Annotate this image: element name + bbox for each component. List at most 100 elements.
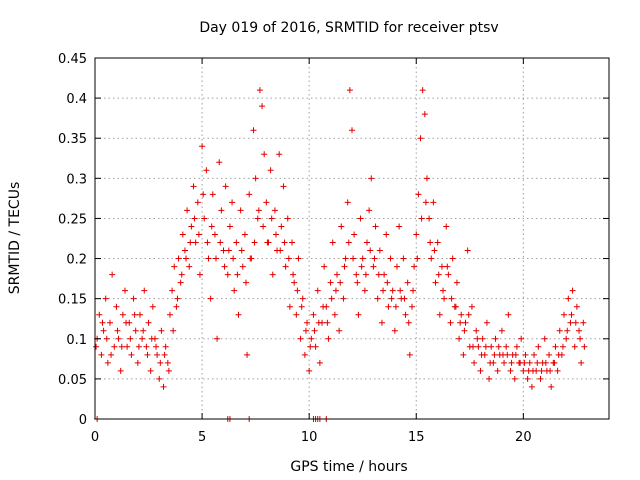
data-point (487, 359, 494, 366)
data-point (547, 367, 554, 374)
data-point (508, 359, 515, 366)
data-point (345, 239, 352, 246)
data-point (321, 263, 328, 270)
data-point (434, 239, 441, 246)
data-point (186, 263, 193, 270)
data-point (156, 375, 163, 382)
data-point (576, 327, 583, 334)
data-point (231, 287, 238, 294)
data-point (289, 239, 296, 246)
data-point (332, 287, 339, 294)
y-axis-label: SRMTID / TECUs (7, 182, 23, 295)
data-point (504, 351, 511, 358)
data-point (192, 239, 199, 246)
data-point (235, 311, 242, 318)
data-point (160, 383, 167, 390)
data-point (294, 287, 301, 294)
data-point (108, 351, 115, 358)
y-tick-label: 0.3 (66, 172, 87, 187)
data-point (349, 127, 355, 134)
data-point (457, 319, 464, 326)
data-point (414, 255, 421, 262)
data-point (252, 175, 259, 182)
data-point (483, 319, 490, 326)
data-point (567, 319, 574, 326)
data-point (230, 255, 237, 262)
data-point (196, 271, 203, 278)
data-point (267, 167, 274, 174)
data-point (501, 359, 508, 366)
data-point (136, 311, 143, 318)
data-point (162, 343, 169, 350)
data-point (103, 335, 110, 342)
data-point (548, 383, 555, 390)
data-point (573, 303, 580, 310)
data-point (479, 335, 486, 342)
data-point (418, 215, 425, 222)
data-point (123, 319, 130, 326)
x-tick-label: 0 (91, 430, 99, 445)
data-point (256, 87, 263, 94)
data-point (157, 359, 164, 366)
data-point (187, 239, 194, 246)
data-point (205, 255, 212, 262)
data-point (354, 279, 361, 286)
data-point (134, 359, 141, 366)
data-point (127, 335, 134, 342)
data-point (388, 295, 395, 302)
data-point (422, 199, 429, 206)
data-point (161, 351, 168, 358)
data-point (397, 287, 404, 294)
data-point (327, 279, 334, 286)
data-point (564, 327, 571, 334)
data-point (177, 279, 184, 286)
data-point (204, 239, 211, 246)
data-point (191, 215, 198, 222)
data-point (188, 223, 195, 230)
x-tick-label: 15 (408, 430, 425, 445)
data-point (149, 303, 156, 310)
y-tick-label: 0.15 (58, 293, 87, 308)
data-point (520, 367, 527, 374)
data-point (109, 271, 116, 278)
data-point (370, 263, 377, 270)
data-point (147, 367, 154, 374)
data-point (171, 263, 178, 270)
data-point (222, 183, 229, 190)
data-point (378, 319, 385, 326)
data-point (478, 351, 485, 358)
y-tick-label: 0.05 (58, 373, 87, 388)
data-point (359, 255, 366, 262)
data-point (411, 263, 418, 270)
data-point (580, 319, 587, 326)
data-point (153, 343, 160, 350)
data-point (99, 319, 106, 326)
data-point (203, 167, 210, 174)
data-point (534, 359, 541, 366)
data-point (255, 207, 262, 214)
data-point (299, 295, 306, 302)
data-point (261, 151, 268, 158)
plot-frame (94, 57, 610, 420)
data-point (546, 351, 553, 358)
data-point (242, 279, 249, 286)
grid-lines (95, 58, 609, 419)
data-point (315, 319, 322, 326)
data-point (100, 327, 107, 334)
data-point (441, 295, 448, 302)
data-point (366, 207, 373, 214)
data-point (367, 247, 374, 254)
x-axis-label: GPS time / hours (290, 459, 407, 475)
data-point (391, 327, 398, 334)
data-point (218, 207, 225, 214)
data-point (224, 271, 231, 278)
data-point (260, 223, 267, 230)
data-point (581, 343, 588, 350)
data-point (119, 311, 126, 318)
data-point (488, 343, 495, 350)
data-point (247, 255, 254, 262)
x-tick-label: 20 (515, 430, 532, 445)
data-point (432, 279, 439, 286)
data-point (201, 215, 208, 222)
